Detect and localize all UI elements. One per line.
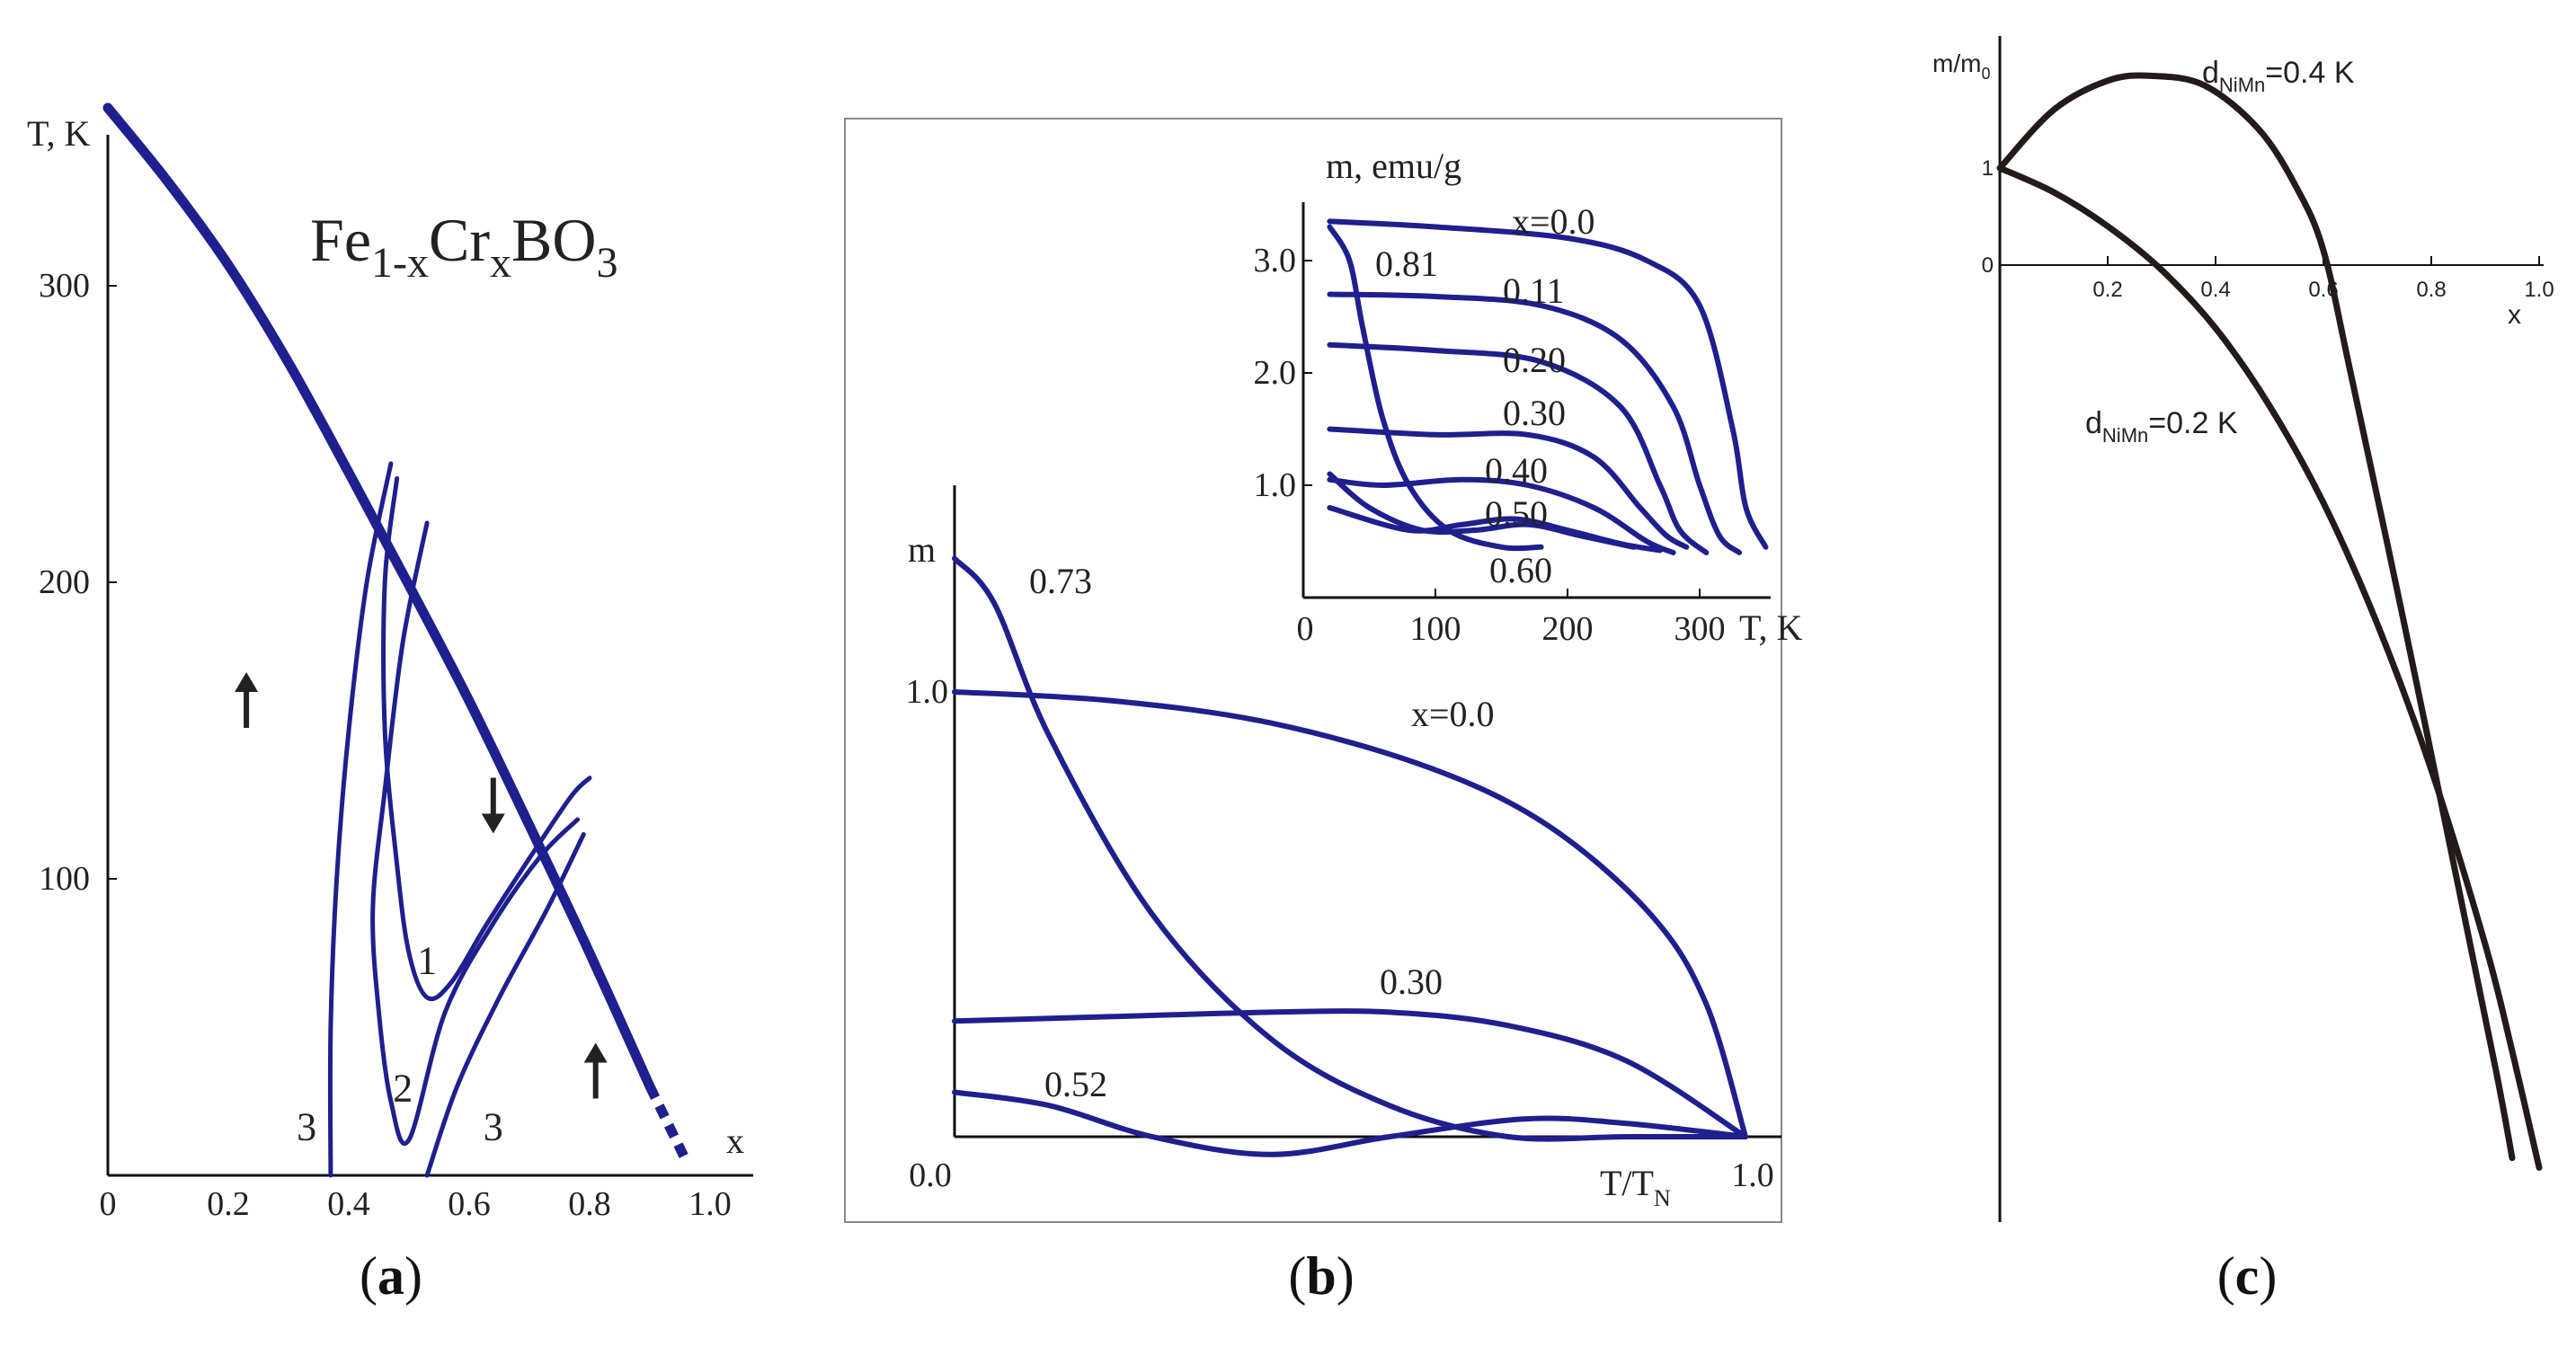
inset-series-label: 0.11 [1503, 270, 1565, 311]
panel-c-y-tick-label: 1 [1982, 156, 1994, 181]
inset-x-tick-label: 0 [1297, 610, 1314, 648]
panel-a-y-tick-label: 300 [39, 267, 90, 305]
inset-series-label: 0.81 [1375, 244, 1438, 284]
panel-a-series-line-3 [327, 461, 394, 1178]
panel-a-x-tick-label: 0 [100, 1185, 117, 1223]
panel-a-caption: (a) [360, 1246, 422, 1306]
panel-a-xlabel: x [726, 1121, 744, 1161]
inset-series-label: x=0.0 [1512, 201, 1595, 242]
inset-ylabel: m, emu/g [1326, 146, 1461, 186]
inset-series-labels: x=0.0 0.11 0.20 0.30 0.400.50 0.60 0.81 [1375, 201, 1595, 590]
panel-b-series-label: 0.30 [1380, 962, 1443, 1002]
inset-y-tick-label: 1.0 [1254, 466, 1297, 504]
arrow-down-icon [481, 777, 505, 834]
panel-c-y-tick-label: 0 [1982, 253, 1994, 278]
panel-c-series [1996, 72, 2543, 1171]
panel-a-region-label: 2 [393, 1067, 413, 1111]
panel-c-x-tick-label: 0.2 [2092, 278, 2122, 302]
inset-series-label: 0.40 [1485, 450, 1548, 491]
panel-c-series-d-0-4-k [1996, 72, 2516, 1162]
inset-x-tick-label: 200 [1542, 610, 1594, 648]
inset-series-label: 0.50 [1485, 493, 1548, 534]
inset-xlabel: T, K [1739, 607, 1802, 648]
panel-a-region-labels: 1 2 3 3 [297, 939, 503, 1149]
panel-a-x-tick-label: 0.6 [448, 1185, 491, 1223]
panel-c-xlabel: x [2508, 300, 2521, 330]
inset-series-0-40 [1327, 476, 1676, 555]
panel-a-y-tick-label: 200 [39, 563, 90, 601]
inset-series-label: 0.60 [1489, 550, 1552, 590]
panel-c-x-tick-label: 0.4 [2200, 278, 2230, 302]
inset-series-0-81 [1327, 224, 1544, 552]
inset-series-label: 0.30 [1503, 393, 1566, 433]
panel-b-x-tick-label: 0.0 [909, 1156, 952, 1194]
panel-b-x-ticks: 0.0 1.0 [909, 1156, 1774, 1194]
arrow-up-icon [583, 1042, 608, 1099]
panel-b-y-ticks: 1.0 [906, 673, 949, 711]
panel-b-series-label: 0.52 [1044, 1064, 1107, 1104]
panel-a: T, K x Fe1-xCrxBO3 0 0.2 0.4 0.6 0.8 1.0 100 2… [27, 102, 753, 1306]
panel-a-region-label: 3 [484, 1104, 503, 1148]
panel-c-x-tick-label: 0.8 [2416, 278, 2446, 302]
panel-a-x-tick-label: 1.0 [688, 1185, 732, 1223]
panel-a-x-tick-label: 0.4 [327, 1185, 370, 1223]
panel-a-series-line-3b [424, 832, 586, 1178]
panel-c-x-tick-label: 1.0 [2524, 278, 2554, 302]
panel-a-ylabel: T, K [27, 113, 90, 154]
panel-b-xlabel: T/TN [1600, 1163, 1671, 1211]
inset-x-ticks: 0 100 200 300 [1297, 589, 1726, 648]
panel-b-series-0-73 [952, 555, 1748, 1142]
panel-a-series-t-n-x-dashed [645, 1084, 691, 1163]
panel-b: m T/TN 0.0 1.0 1.0 x=0.0 0.30 0.52 0.73 m, e… [844, 118, 1803, 1306]
panel-c-label-d02: dNiMn=0.2 K [2085, 406, 2238, 447]
panel-a-y-tick-label: 100 [39, 860, 90, 898]
panel-c-y-ticks: 01 [1982, 156, 1994, 278]
panel-a-series-t-n-x [102, 102, 655, 1092]
panel-b-inset: m, emu/g T, K 0 100 200 300 1.0 2.0 3.0 x=0.0… [1254, 146, 1803, 648]
panel-c: m/m0 x 0.2 0.4 0.6 0.8 1.0 01 dNiMn=0.4 K dN… [1932, 36, 2554, 1306]
panel-b-frame [844, 118, 1782, 1223]
inset-series-x-0-0 [1327, 218, 1769, 550]
panel-c-series-d-0-2-k [1996, 164, 2543, 1171]
panel-c-ylabel: m/m0 [1932, 49, 1990, 83]
panel-a-x-tick-label: 0.8 [568, 1185, 611, 1223]
panel-b-caption: (b) [1288, 1246, 1354, 1306]
inset-series-0-20 [1327, 341, 1710, 555]
panel-a-series-line-2 [370, 520, 581, 1146]
panel-a-series-line-1 [381, 476, 592, 1002]
panel-a-region-label: 1 [417, 939, 437, 983]
panel-a-x-ticks: 0 0.2 0.4 0.6 0.8 1.0 [100, 1185, 732, 1223]
inset-y-tick-label: 2.0 [1254, 354, 1297, 392]
panel-b-series-label: x=0.0 [1411, 694, 1495, 734]
panel-b-x-tick-label: 1.0 [1731, 1156, 1774, 1194]
panel-a-title: Fe1-xCrxBO3 [310, 206, 617, 287]
panel-c-x-ticks: 0.2 0.4 0.6 0.8 1.0 [2092, 256, 2554, 302]
inset-series-0-11 [1327, 291, 1743, 555]
inset-y-ticks: 1.0 2.0 3.0 [1254, 242, 1312, 504]
panel-a-y-ticks: 100 200 300 [39, 267, 117, 898]
inset-series [1327, 218, 1769, 555]
panel-b-series-x-0-0 [952, 689, 1748, 1139]
panel-a-arrows [235, 672, 608, 1099]
panel-b-ylabel: m [908, 529, 936, 570]
inset-x-tick-label: 300 [1674, 610, 1726, 648]
panel-a-series [102, 102, 691, 1178]
panel-b-series-0-52 [952, 1089, 1748, 1157]
panel-c-caption: (c) [2217, 1246, 2278, 1306]
panel-b-y-tick-label: 1.0 [906, 673, 949, 711]
panel-b-series-label: 0.73 [1029, 561, 1092, 601]
arrow-up-icon [235, 672, 259, 728]
inset-y-tick-label: 3.0 [1254, 242, 1297, 279]
panel-c-label-d04: dNiMn=0.4 K [2202, 56, 2355, 96]
panel-a-region-label: 3 [297, 1104, 316, 1148]
panel-a-x-tick-label: 0.2 [207, 1185, 250, 1223]
panel-b-series-0-30 [952, 1008, 1748, 1139]
inset-series-0-60 [1327, 471, 1637, 550]
inset-series-0-30 [1327, 426, 1690, 550]
panel-b-series [952, 555, 1748, 1157]
inset-series-label: 0.20 [1503, 340, 1566, 380]
panel-b-series-labels: x=0.0 0.30 0.52 0.73 [1029, 561, 1495, 1104]
inset-x-tick-label: 100 [1410, 610, 1461, 648]
